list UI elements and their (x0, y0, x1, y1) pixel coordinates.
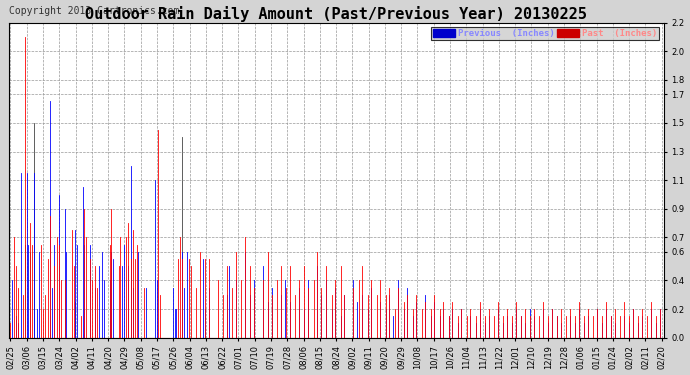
Legend: Previous  (Inches), Past  (Inches): Previous (Inches), Past (Inches) (431, 27, 659, 40)
Text: Copyright 2013 Cartronics.com: Copyright 2013 Cartronics.com (8, 6, 179, 16)
Title: Outdoor Rain Daily Amount (Past/Previous Year) 20130225: Outdoor Rain Daily Amount (Past/Previous… (85, 6, 587, 21)
